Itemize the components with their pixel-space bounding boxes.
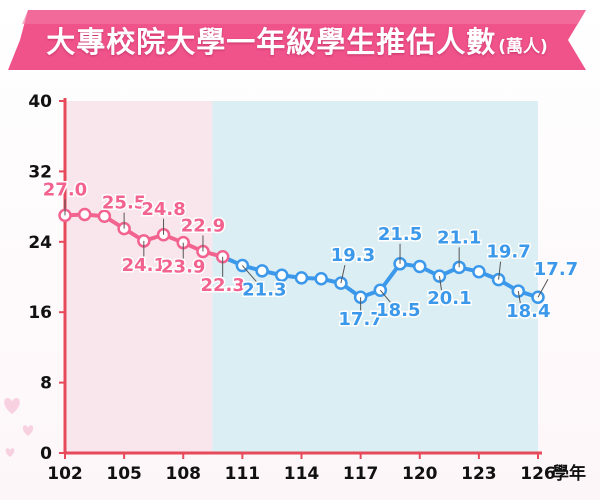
y-tick-label: 24 [28, 233, 52, 253]
data-label-leader [438, 276, 442, 291]
data-label: 22.9 [181, 215, 225, 236]
data-point [275, 268, 289, 282]
data-label-leader [241, 265, 257, 282]
data-point [472, 264, 486, 279]
chart-title-text: 大專校院大學一年級學生推估人數 [46, 25, 497, 59]
data-label: 23.9 [161, 257, 205, 278]
x-axis-title: 學年 [552, 463, 586, 484]
data-label: 22.3 [200, 275, 244, 296]
y-tick-label: 40 [28, 92, 52, 112]
data-label-leader [498, 261, 502, 280]
data-point [314, 272, 328, 286]
data-label: 25.5 [102, 193, 146, 214]
data-label: 24.1 [122, 255, 166, 276]
data-label: 18.4 [506, 301, 550, 322]
title-banner: 大專校院大學一年級學生推估人數 (萬人) [8, 8, 586, 72]
data-point [255, 264, 269, 278]
x-tick-label: 102 [47, 464, 83, 484]
x-tick-label: 117 [343, 464, 379, 484]
x-tick-label: 105 [106, 464, 142, 484]
data-label-leader [379, 289, 391, 303]
data-point [97, 209, 112, 224]
x-tick-label: 123 [461, 464, 497, 484]
data-label: 24.8 [141, 199, 185, 220]
data-label: 19.7 [486, 242, 530, 263]
data-label-leader [340, 265, 346, 284]
heart-decoration [22, 425, 34, 436]
title-banner-shape [8, 10, 586, 70]
x-tick-label: 114 [284, 464, 320, 484]
heart-decoration [4, 398, 20, 414]
chart-title-unit: (萬人) [498, 36, 548, 57]
x-tick-label: 120 [402, 464, 438, 484]
historical-period-background [65, 101, 213, 453]
data-label: 17.7 [534, 259, 578, 280]
data-point [294, 271, 309, 285]
data-label: 27.0 [43, 179, 87, 200]
data-label: 17.7 [338, 309, 382, 330]
data-label: 19.3 [331, 245, 375, 266]
heart-decoration [5, 448, 15, 457]
y-tick-label: 32 [28, 162, 52, 182]
data-label: 21.3 [242, 280, 286, 301]
projection-period-background [212, 101, 538, 453]
y-tick-label: 16 [28, 303, 52, 323]
data-label-leader [537, 278, 549, 298]
data-label: 21.5 [378, 224, 422, 245]
x-tick-label: 111 [225, 464, 261, 484]
data-label: 20.1 [427, 288, 471, 309]
data-label: 18.5 [376, 300, 420, 321]
data-point [413, 259, 427, 274]
x-tick-label: 126 [520, 464, 556, 484]
data-label-leader [517, 290, 521, 304]
chart-title: 大專校院大學一年級學生推估人數 (萬人) [8, 8, 586, 72]
y-tick-label: 0 [40, 444, 52, 464]
y-tick-label: 8 [40, 374, 52, 394]
x-tick-label: 108 [166, 464, 202, 484]
data-point [77, 207, 92, 222]
data-label: 21.1 [437, 227, 481, 248]
